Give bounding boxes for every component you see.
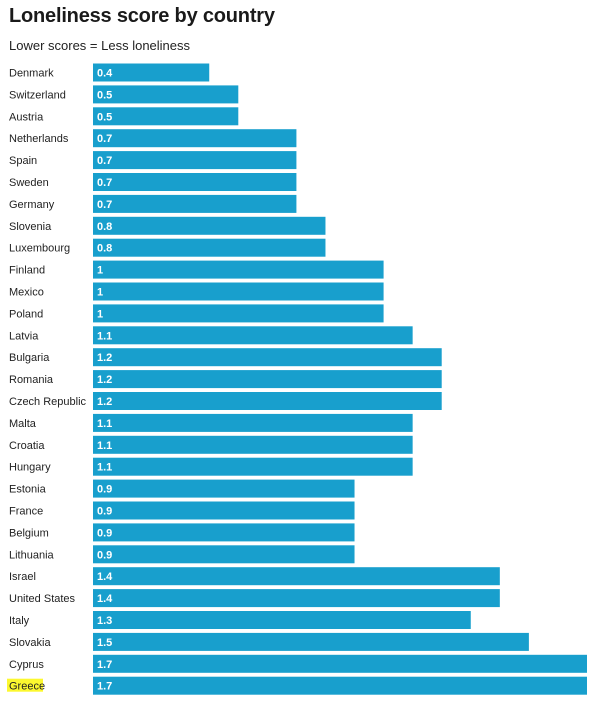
value-label-austria: 0.5 xyxy=(97,111,112,123)
value-label-slovenia: 0.8 xyxy=(97,221,112,233)
highlight-marker-greece xyxy=(7,678,43,692)
category-label-austria: Austria xyxy=(9,111,44,123)
bar-france xyxy=(93,501,355,520)
category-label-croatia: Croatia xyxy=(9,440,45,452)
value-label-bulgaria: 1.2 xyxy=(97,352,112,364)
bar-spain xyxy=(93,151,297,170)
category-label-slovakia: Slovakia xyxy=(9,637,51,649)
bar-romania xyxy=(93,370,442,389)
bar-malta xyxy=(93,413,413,432)
value-label-denmark: 0.4 xyxy=(97,68,113,80)
value-label-spain: 0.7 xyxy=(97,155,112,167)
value-label-czech-republic: 1.2 xyxy=(97,396,112,408)
bar-bulgaria xyxy=(93,348,442,367)
category-label-bulgaria: Bulgaria xyxy=(9,352,50,364)
bar-sweden xyxy=(93,173,297,191)
category-label-czech-republic: Czech Republic xyxy=(9,396,87,408)
value-label-estonia: 0.9 xyxy=(97,484,112,496)
category-label-germany: Germany xyxy=(9,199,55,211)
bar-italy xyxy=(93,611,471,629)
bar-croatia xyxy=(93,435,413,454)
category-label-mexico: Mexico xyxy=(9,287,44,299)
category-label-lithuania: Lithuania xyxy=(9,549,55,561)
value-label-hungary: 1.1 xyxy=(97,462,112,474)
category-label-belgium: Belgium xyxy=(9,527,49,539)
bar-netherlands xyxy=(93,129,297,148)
category-label-slovenia: Slovenia xyxy=(9,221,52,233)
bar-austria xyxy=(93,107,239,126)
category-label-latvia: Latvia xyxy=(9,330,39,342)
value-label-slovakia: 1.5 xyxy=(97,637,112,649)
bar-luxembourg xyxy=(93,238,326,257)
category-label-spain: Spain xyxy=(9,155,37,167)
bar-cyprus xyxy=(93,654,587,673)
category-label-poland: Poland xyxy=(9,308,43,320)
value-label-switzerland: 0.5 xyxy=(97,89,112,101)
value-label-poland: 1 xyxy=(97,308,103,320)
bar-united-states xyxy=(93,589,500,608)
category-label-switzerland: Switzerland xyxy=(9,89,66,101)
value-label-united-states: 1.4 xyxy=(97,593,113,605)
category-label-italy: Italy xyxy=(9,615,30,627)
bar-greece xyxy=(93,676,587,695)
value-label-france: 0.9 xyxy=(97,506,112,518)
bar-belgium xyxy=(93,523,355,542)
value-label-luxembourg: 0.8 xyxy=(97,243,112,255)
bar-israel xyxy=(93,567,500,586)
value-label-cyprus: 1.7 xyxy=(97,659,112,671)
value-label-latvia: 1.1 xyxy=(97,330,112,342)
category-label-romania: Romania xyxy=(9,374,54,386)
category-label-netherlands: Netherlands xyxy=(9,133,69,145)
value-label-sweden: 0.7 xyxy=(97,177,112,189)
bar-germany xyxy=(93,194,297,213)
value-label-italy: 1.3 xyxy=(97,615,112,627)
category-label-greece: Greece xyxy=(9,681,45,693)
value-label-netherlands: 0.7 xyxy=(97,133,112,145)
bar-slovenia xyxy=(93,216,326,235)
bar-mexico xyxy=(93,282,384,301)
bar-denmark xyxy=(93,63,210,82)
chart-title: Loneliness score by country xyxy=(9,5,275,27)
bar-hungary xyxy=(93,457,413,476)
value-label-germany: 0.7 xyxy=(97,199,112,211)
bar-finland xyxy=(93,260,384,279)
category-label-hungary: Hungary xyxy=(9,462,51,474)
value-label-lithuania: 0.9 xyxy=(97,549,112,561)
category-label-denmark: Denmark xyxy=(9,68,54,80)
category-label-united-states: United States xyxy=(9,593,76,605)
category-label-estonia: Estonia xyxy=(9,484,47,496)
bar-lithuania xyxy=(93,545,355,564)
category-label-france: France xyxy=(9,506,43,518)
value-label-romania: 1.2 xyxy=(97,374,112,386)
category-label-luxembourg: Luxembourg xyxy=(9,243,70,255)
value-label-greece: 1.7 xyxy=(97,681,112,693)
bar-slovakia xyxy=(93,632,529,651)
bar-estonia xyxy=(93,479,355,498)
category-label-finland: Finland xyxy=(9,265,45,277)
category-label-malta: Malta xyxy=(9,418,37,430)
value-label-israel: 1.4 xyxy=(97,571,113,583)
bar-czech-republic xyxy=(93,392,442,410)
value-label-mexico: 1 xyxy=(97,287,103,299)
bar-switzerland xyxy=(93,85,239,104)
category-label-cyprus: Cyprus xyxy=(9,659,44,671)
value-label-malta: 1.1 xyxy=(97,418,112,430)
bar-latvia xyxy=(93,326,413,345)
chart-subtitle: Lower scores = Less loneliness xyxy=(9,38,191,53)
value-label-belgium: 0.9 xyxy=(97,527,112,539)
value-label-finland: 1 xyxy=(97,265,103,277)
bar-poland xyxy=(93,304,384,323)
category-label-israel: Israel xyxy=(9,571,36,583)
value-label-croatia: 1.1 xyxy=(97,440,112,452)
category-label-sweden: Sweden xyxy=(9,177,49,189)
